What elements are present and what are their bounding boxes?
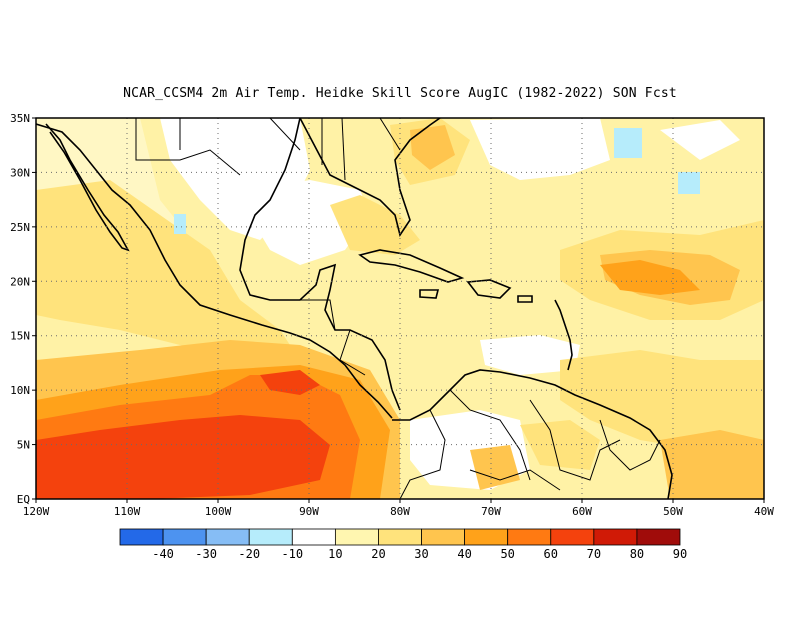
lat-tick-label: 5N [17,439,30,452]
lon-tick-label: 90W [299,505,319,518]
colorbar-label: 60 [544,547,558,561]
colorbar-swatch [593,528,638,546]
colorbar-swatch [119,528,164,546]
axis-ticks [32,117,765,503]
colorbar-label: -20 [238,547,260,561]
borders [135,118,661,499]
lon-tick-label: 60W [572,505,592,518]
colorbar-label: -10 [281,547,303,561]
colorbar-swatch [464,528,509,546]
colorbar-label: -30 [195,547,217,561]
coastlines [36,118,673,499]
colorbar-swatch [507,528,552,546]
lon-tick-label: 70W [481,505,501,518]
colorbar-label: 30 [414,547,428,561]
colorbar-swatch [205,528,250,546]
colorbar-label: 20 [371,547,385,561]
lon-tick-label: 40W [754,505,774,518]
latitude-labels: 35N 30N 25N 20N 15N 10N 5N EQ [10,112,30,506]
map-title: NCAR_CCSM4 2m Air Temp. Heidke Skill Sco… [123,86,677,101]
colorbar-label: -40 [152,547,174,561]
lat-tick-label: 20N [10,275,30,288]
lon-tick-label: 120W [23,505,50,518]
grid-lines [36,118,764,499]
colorbar-label: 40 [457,547,471,561]
colorbar-label: 10 [328,547,342,561]
colorbar-swatch [378,528,422,546]
lat-tick-label: 30N [10,166,30,179]
lon-tick-label: 100W [205,505,232,518]
colorbar-label: 70 [587,547,601,561]
colorbar-label: 90 [673,547,687,561]
colorbar-swatch [636,528,681,546]
colorbar-label: 80 [630,547,644,561]
lon-tick-label: 80W [390,505,410,518]
colorbar-labels: -40 -30 -20 -10 10 20 30 40 50 60 70 80 90 [152,547,687,561]
lon-tick-label: 50W [663,505,683,518]
lat-tick-label: 35N [10,112,30,125]
colorbar [119,528,681,546]
lon-tick-label: 110W [114,505,141,518]
colorbar-swatch [248,528,293,546]
colorbar-swatch [162,528,207,546]
colorbar-label: 50 [500,547,514,561]
lat-tick-label: EQ [17,493,30,506]
lat-tick-label: 25N [10,221,30,234]
colorbar-swatch [291,528,336,546]
lat-tick-label: 10N [10,384,30,397]
longitude-labels: 120W 110W 100W 90W 80W 70W 60W 50W 40W [23,505,775,518]
colorbar-swatch [550,528,595,546]
colorbar-swatch [421,528,466,546]
colorbar-swatch [334,528,379,546]
lat-tick-label: 15N [10,330,30,343]
